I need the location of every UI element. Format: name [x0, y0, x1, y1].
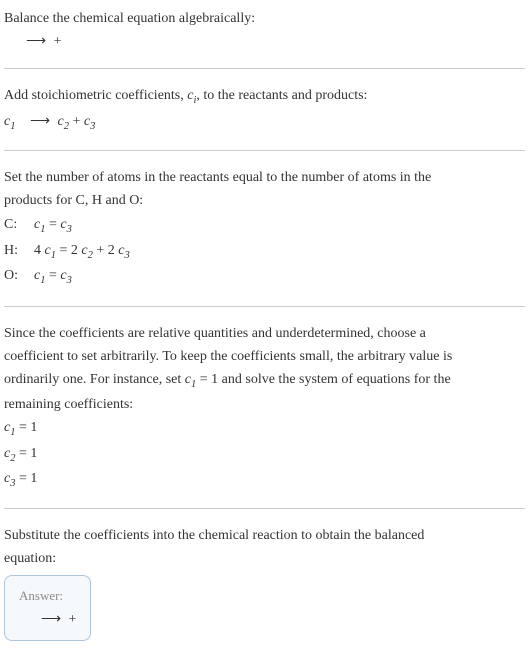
- subst-section: Substitute the coefficients into the che…: [4, 525, 525, 642]
- solve-text-2: coefficient to set arbitrarily. To keep …: [4, 346, 525, 367]
- divider: [4, 306, 525, 307]
- c-sub: 3: [67, 224, 72, 235]
- answer-content: ⟶ +: [19, 609, 76, 630]
- atoms-table: C: c1 = c3 H: 4 c1 = 2 c2 + 2 c3 O: c1 =…: [4, 213, 138, 290]
- solve-text-3a: ordinarily one. For instance, set: [4, 372, 185, 387]
- answer-rhs: +: [69, 612, 77, 627]
- table-row: O: c1 = c3: [4, 264, 138, 290]
- coef: 4: [34, 243, 45, 258]
- element-label: O:: [4, 264, 34, 290]
- divider: [4, 68, 525, 69]
- solve-text-3: ordinarily one. For instance, set c1 = 1…: [4, 369, 525, 393]
- stoich-text-part2: , to the reactants and products:: [196, 88, 367, 103]
- atoms-text-1: Set the number of atoms in the reactants…: [4, 167, 525, 188]
- element-equation: c1 = c3: [34, 213, 138, 239]
- c-val: = 1: [15, 446, 37, 461]
- plus: +: [73, 114, 84, 129]
- result-row: c2 = 1: [4, 443, 525, 467]
- result-row: c3 = 1: [4, 468, 525, 492]
- solve-section: Since the coefficients are relative quan…: [4, 323, 525, 492]
- answer-box: Answer: ⟶ +: [4, 575, 91, 642]
- c-val: = 1: [15, 420, 37, 435]
- arrow-icon: ⟶: [30, 111, 50, 132]
- c-sub: 3: [124, 249, 129, 260]
- solve-text-1: Since the coefficients are relative quan…: [4, 323, 525, 344]
- c-sub: 3: [67, 275, 72, 286]
- arrow-icon: ⟶: [26, 31, 46, 52]
- element-equation: c1 = c3: [34, 264, 138, 290]
- divider: [4, 508, 525, 509]
- reaction-rhs: +: [54, 34, 62, 49]
- subst-text-1: Substitute the coefficients into the che…: [4, 525, 525, 546]
- table-row: C: c1 = c3: [4, 213, 138, 239]
- eq-sign: =: [45, 217, 60, 232]
- c-val: = 1: [15, 471, 37, 486]
- element-label: H:: [4, 239, 34, 265]
- coef: 2: [71, 243, 82, 258]
- element-equation: 4 c1 = 2 c2 + 2 c3: [34, 239, 138, 265]
- arrow-icon: ⟶: [41, 609, 61, 630]
- solve-text-3b: = 1 and solve the system of equations fo…: [196, 372, 450, 387]
- eq-sign: =: [45, 268, 60, 283]
- stoich-text-part1: Add stoichiometric coefficients,: [4, 88, 187, 103]
- stoich-section: Add stoichiometric coefficients, ci, to …: [4, 85, 525, 134]
- coef: 2: [108, 243, 119, 258]
- intro-reaction: ⟶ +: [4, 31, 525, 52]
- solve-text-4: remaining coefficients:: [4, 394, 525, 415]
- c3-sub: 3: [90, 120, 95, 131]
- subst-text-2: equation:: [4, 548, 525, 569]
- atoms-text-2: products for C, H and O:: [4, 190, 525, 211]
- c1-sub: 1: [10, 120, 15, 131]
- solve-results: c1 = 1 c2 = 1 c3 = 1: [4, 417, 525, 492]
- plus: +: [93, 243, 108, 258]
- answer-label: Answer:: [19, 586, 76, 606]
- stoich-reaction: c1 ⟶ c2 + c3: [4, 111, 525, 135]
- stoich-spacer1: [19, 114, 23, 129]
- stoich-text: Add stoichiometric coefficients, ci, to …: [4, 85, 525, 109]
- element-label: C:: [4, 213, 34, 239]
- eq-sign: =: [56, 243, 71, 258]
- result-row: c1 = 1: [4, 417, 525, 441]
- intro-section: Balance the chemical equation algebraica…: [4, 8, 525, 52]
- atoms-section: Set the number of atoms in the reactants…: [4, 167, 525, 290]
- c2-sub: 2: [64, 120, 69, 131]
- table-row: H: 4 c1 = 2 c2 + 2 c3: [4, 239, 138, 265]
- divider: [4, 150, 525, 151]
- intro-text: Balance the chemical equation algebraica…: [4, 8, 525, 29]
